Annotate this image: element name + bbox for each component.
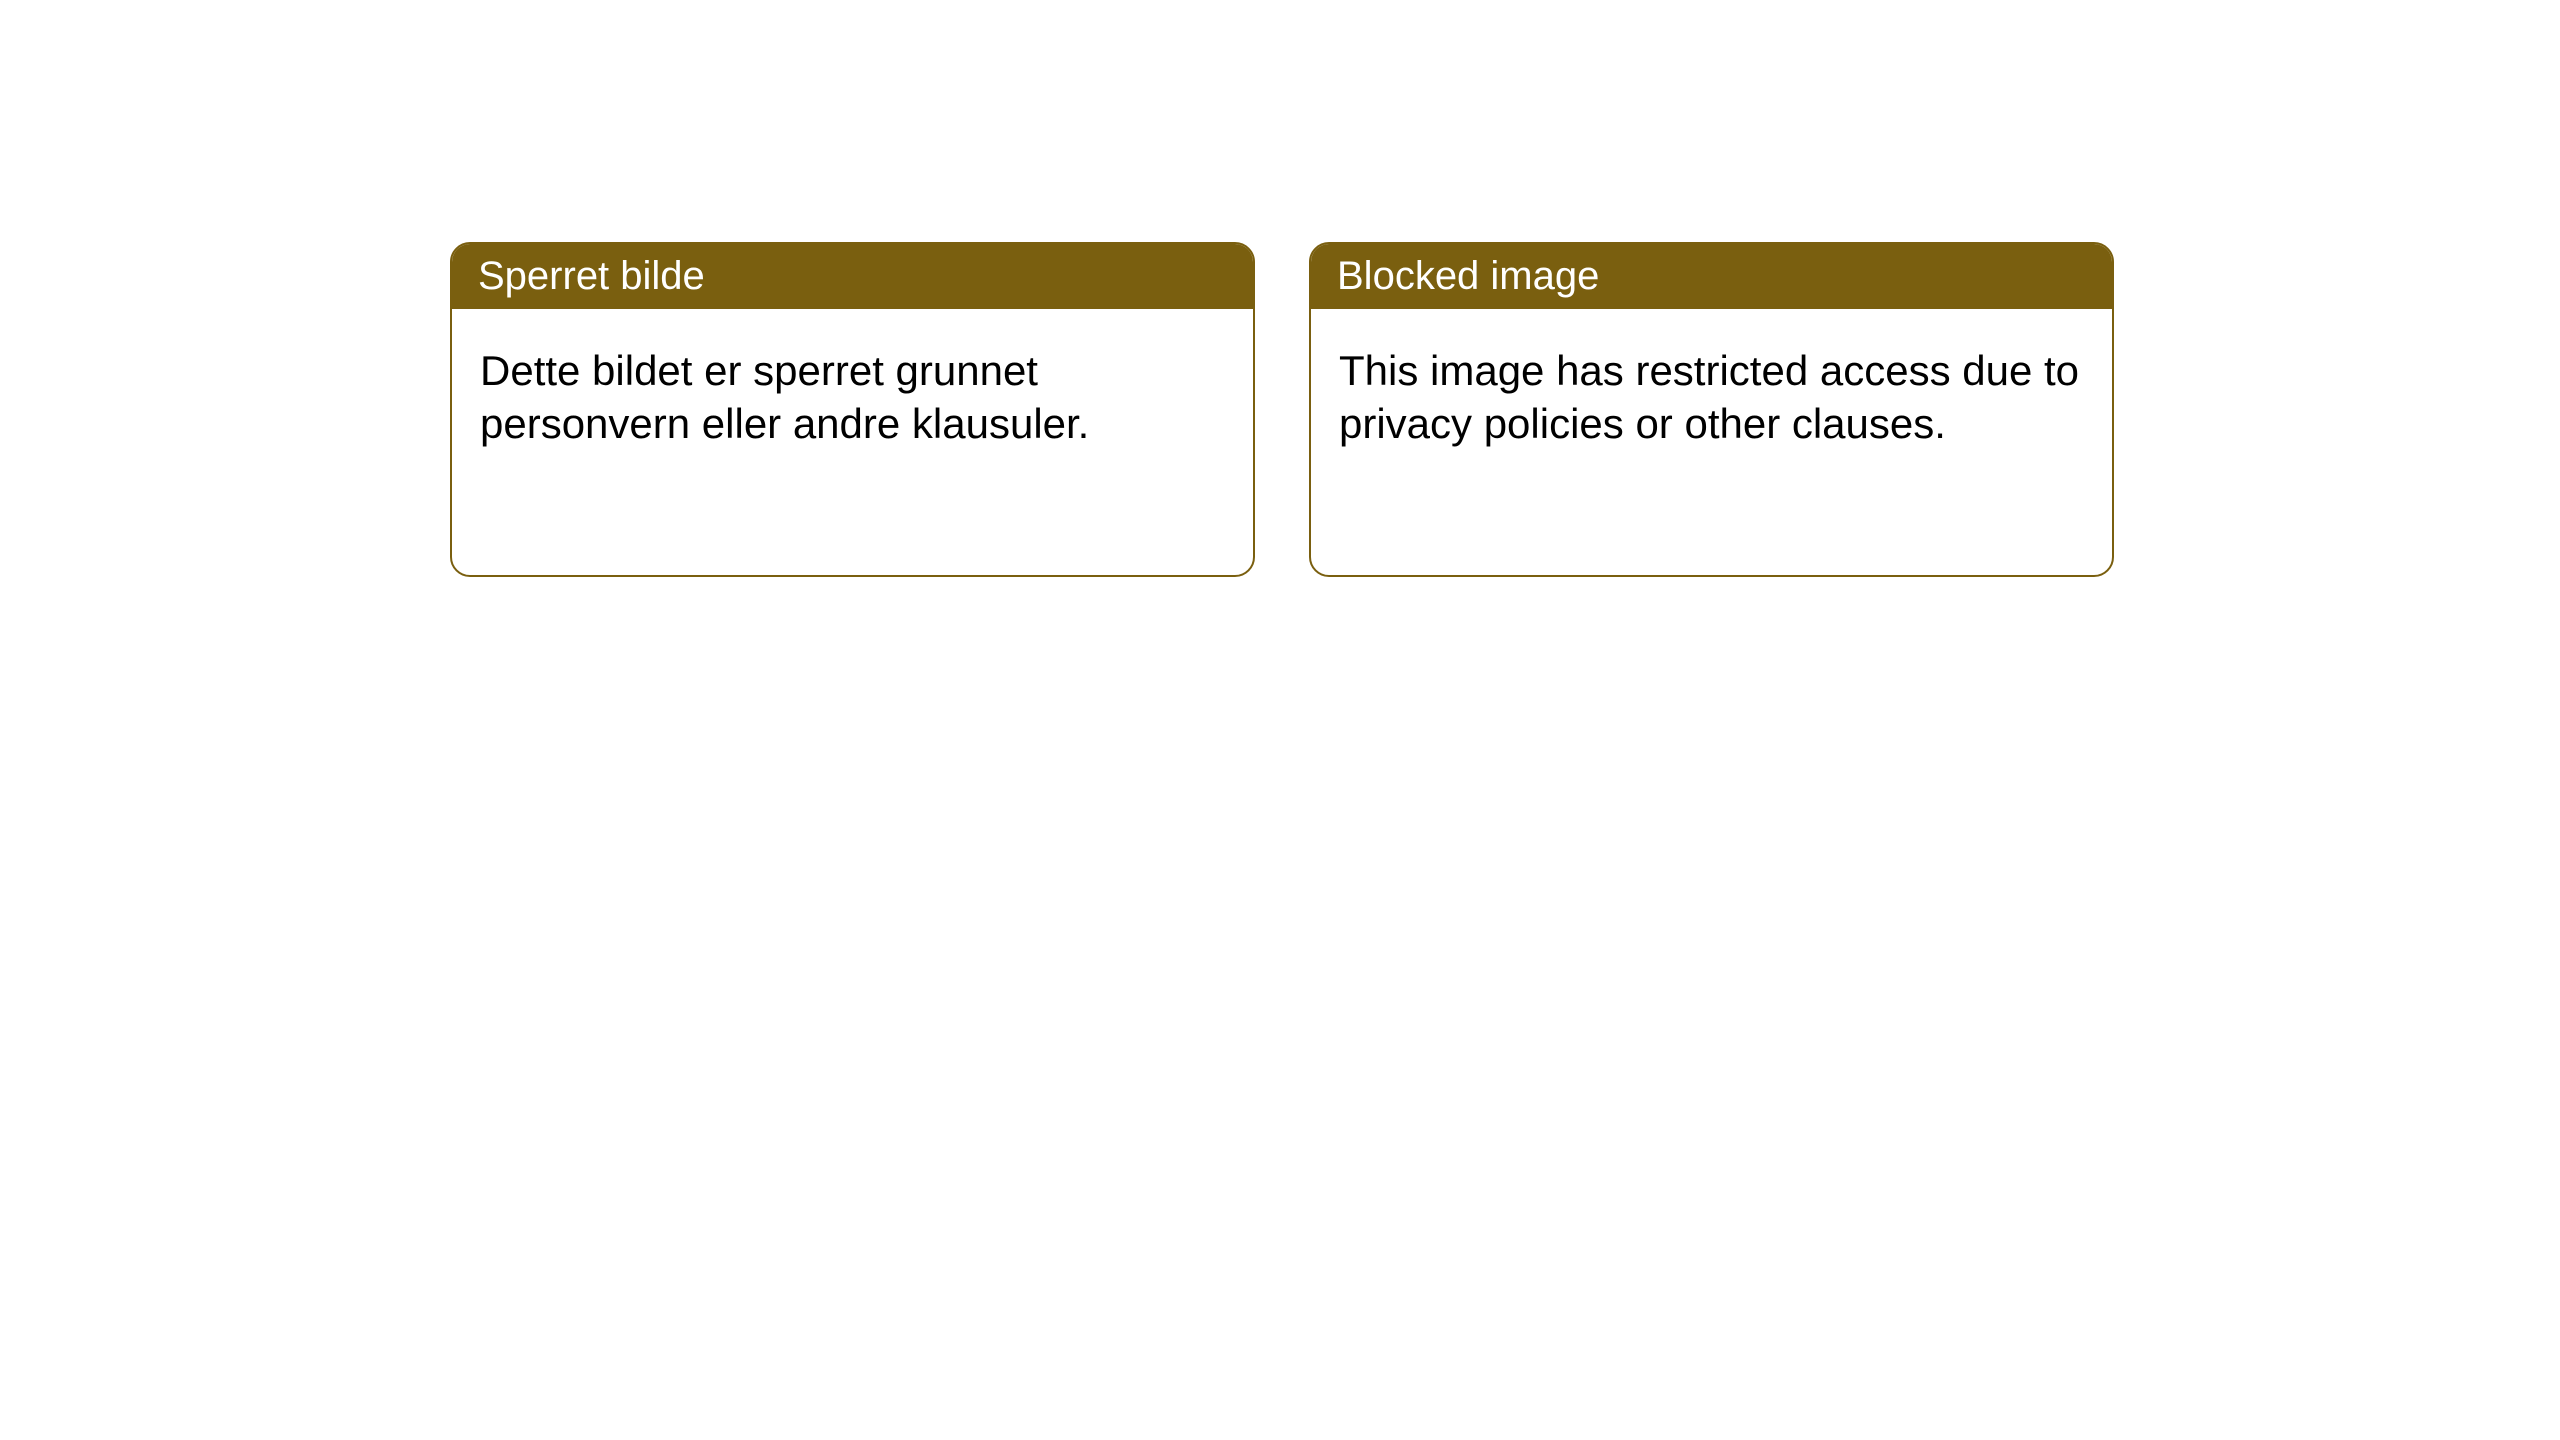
- notice-card-norwegian: Sperret bilde Dette bildet er sperret gr…: [450, 242, 1255, 577]
- notice-container: Sperret bilde Dette bildet er sperret gr…: [450, 242, 2114, 577]
- notice-body: Dette bildet er sperret grunnet personve…: [452, 309, 1253, 486]
- notice-body: This image has restricted access due to …: [1311, 309, 2112, 486]
- notice-header: Blocked image: [1311, 244, 2112, 309]
- notice-card-english: Blocked image This image has restricted …: [1309, 242, 2114, 577]
- notice-header: Sperret bilde: [452, 244, 1253, 309]
